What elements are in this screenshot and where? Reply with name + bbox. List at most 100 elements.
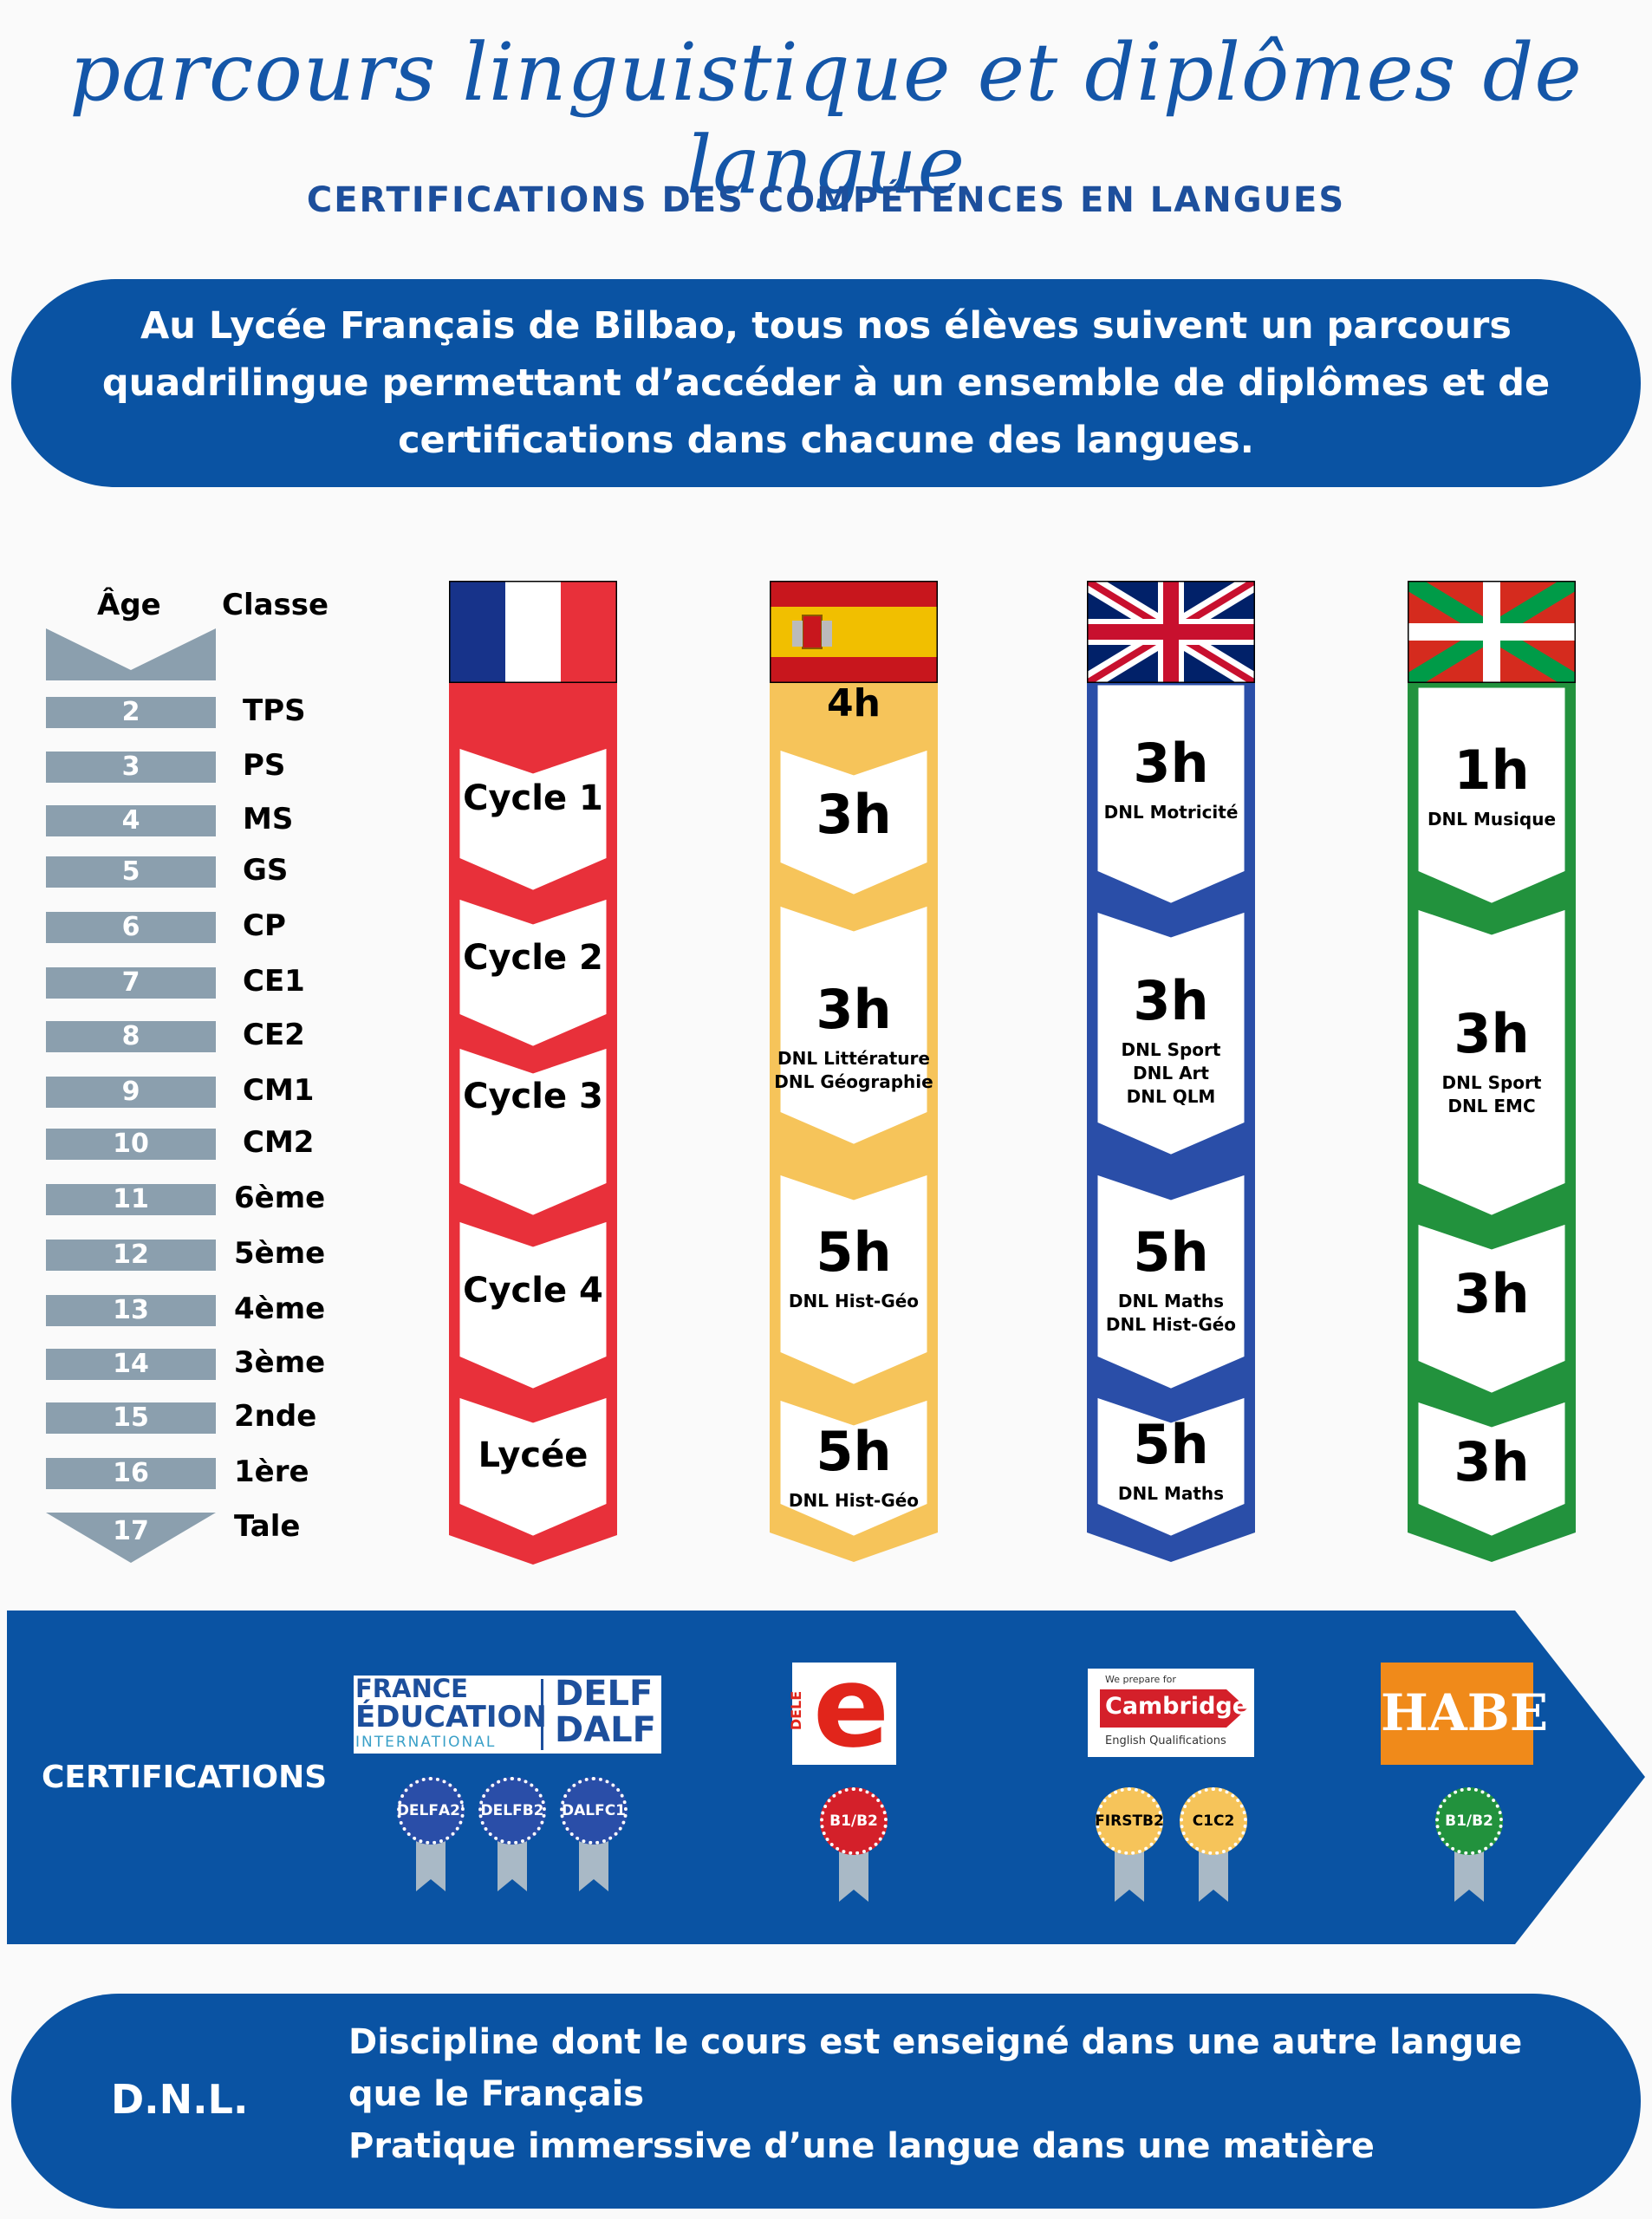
dnl-line-3: Pratique immerssive d’une langue dans un… bbox=[348, 2126, 1375, 2166]
class-cell: PS bbox=[243, 748, 286, 783]
spain-flag bbox=[770, 581, 938, 683]
dnl-title: D.N.L. bbox=[111, 2076, 249, 2123]
english-segment-hours: 5h bbox=[1133, 1413, 1209, 1476]
age-cell: 7 bbox=[46, 967, 216, 999]
dnl-line-1: Discipline dont le cours est enseigné da… bbox=[348, 2022, 1523, 2062]
dele-e-letter: e bbox=[813, 1641, 890, 1773]
english-segment-dnl: DNL Motricité bbox=[1103, 802, 1239, 823]
dnl-banner bbox=[11, 1994, 1641, 2209]
cambridge-sub: English Qualifications bbox=[1105, 1734, 1226, 1747]
english-segment-hours: 5h bbox=[1133, 1220, 1209, 1284]
page-title: parcours linguistique et diplômes de lan… bbox=[69, 26, 1583, 211]
basque-ribbon: 1h DNL Musique 3h DNL Sport DNL EMC 3h 3h bbox=[1408, 683, 1576, 1562]
medal-text: B2 bbox=[522, 1802, 544, 1819]
habe-logo: HABE bbox=[1381, 1663, 1549, 1765]
certification-medal: DELF B2 bbox=[473, 1777, 551, 1894]
spanish-segment-hours: 5h bbox=[816, 1420, 892, 1483]
class-header: Classe bbox=[222, 588, 329, 622]
spanish-segment-hours: 3h bbox=[816, 978, 892, 1041]
medal-text: DELF bbox=[396, 1802, 439, 1819]
basque-segment-hours: 3h bbox=[1454, 1002, 1530, 1065]
class-cell: CM2 bbox=[243, 1125, 315, 1160]
habe-name: HABE bbox=[1381, 1683, 1549, 1742]
english-ribbon: 3h DNL Motricité 3h DNL Sport DNL Art DNL QLM… bbox=[1087, 683, 1255, 1562]
fei-divider bbox=[541, 1679, 543, 1750]
medal-text: DELF bbox=[480, 1802, 523, 1819]
medal-ribbon-icon bbox=[1115, 1850, 1144, 1902]
fei-line2: ÉDUCATION bbox=[355, 1700, 547, 1734]
dele-vertical-text: DELE bbox=[788, 1690, 805, 1731]
spanish-ribbon: 4h 3h 3h DNL Littérature DNL Géographie 5h DNL… bbox=[770, 683, 938, 1562]
age-cell: 10 bbox=[46, 1129, 216, 1160]
dele-logo: DELE e bbox=[788, 1642, 896, 1772]
medal-text: DALF bbox=[561, 1802, 605, 1819]
spanish-segment-hours: 3h bbox=[816, 783, 892, 846]
medal-disc: B1/B2 bbox=[1435, 1787, 1503, 1855]
certification-medal: DELF A2' bbox=[392, 1777, 470, 1894]
intro-text: Au Lycée Français de Bilbao, tous nos él… bbox=[101, 304, 1551, 462]
age-cell: 5 bbox=[46, 856, 216, 888]
medal-text: B2 bbox=[1142, 1812, 1164, 1830]
age-cell: 17 bbox=[113, 1516, 149, 1546]
french-segment-label: Cycle 4 bbox=[463, 1271, 603, 1311]
class-cell: 5ème bbox=[234, 1236, 326, 1271]
age-cell: 9 bbox=[46, 1077, 216, 1108]
class-cell: CE2 bbox=[243, 1018, 305, 1052]
age-cell: 8 bbox=[46, 1021, 216, 1052]
age-cell: 16 bbox=[46, 1458, 216, 1489]
medal-text: C2 bbox=[1213, 1812, 1235, 1830]
spanish-segment-dnl: DNL Hist-Géo bbox=[788, 1291, 920, 1311]
english-segment-dnl: DNL Hist-Géo bbox=[1105, 1314, 1237, 1335]
certification-medal: B1/B2 bbox=[1430, 1787, 1508, 1904]
class-cell: 1ère bbox=[234, 1454, 309, 1489]
class-cell: TPS bbox=[243, 693, 306, 728]
delf-text: DELF bbox=[555, 1674, 654, 1714]
class-cell: 4ème bbox=[234, 1292, 326, 1326]
dalf-text: DALF bbox=[555, 1710, 656, 1750]
age-cell: 2 bbox=[46, 697, 216, 728]
basque-segment-dnl: DNL EMC bbox=[1447, 1096, 1536, 1116]
medal-ribbon-icon bbox=[1199, 1850, 1228, 1902]
medal-ribbon-icon bbox=[579, 1839, 608, 1891]
english-segment-dnl: DNL Maths bbox=[1117, 1291, 1225, 1311]
spanish-segment-dnl: DNL Littérature bbox=[777, 1048, 930, 1069]
medal-disc: DELF A2' bbox=[397, 1777, 465, 1845]
english-segment-hours: 3h bbox=[1133, 732, 1209, 795]
medal-disc: DELF B2 bbox=[478, 1777, 546, 1845]
spanish-segment-dnl: DNL Hist-Géo bbox=[788, 1490, 920, 1511]
medal-text: B1/B2 bbox=[1445, 1812, 1493, 1830]
fei-line1: FRANCE bbox=[355, 1674, 468, 1703]
medal-ribbon-icon bbox=[416, 1839, 446, 1891]
english-segment-dnl: DNL Maths bbox=[1117, 1483, 1225, 1504]
france-education-logo: FRANCE ÉDUCATION INTERNATIONAL DELF DALF bbox=[354, 1676, 661, 1754]
class-cell: 2nde bbox=[234, 1399, 317, 1434]
certification-medal: B1/B2 bbox=[815, 1787, 893, 1904]
class-cell: CE1 bbox=[243, 964, 305, 999]
age-cell: 13 bbox=[46, 1295, 216, 1326]
certification-medal: C1 C2 bbox=[1174, 1787, 1252, 1904]
medal-ribbon-icon bbox=[839, 1850, 868, 1902]
age-cell: 3 bbox=[46, 752, 216, 783]
french-segment-label: Cycle 1 bbox=[463, 778, 603, 818]
class-cell: 3ème bbox=[234, 1345, 326, 1380]
cambridge-small: We prepare for bbox=[1105, 1674, 1176, 1685]
french-ribbon: Cycle 1 Cycle 2 Cycle 3 Cycle 4 Lycée bbox=[449, 683, 617, 1565]
class-cell: CM1 bbox=[243, 1073, 315, 1108]
age-cell: 14 bbox=[46, 1349, 216, 1380]
class-cell: 6ème bbox=[234, 1181, 326, 1215]
french-segment-label: Lycée bbox=[478, 1435, 589, 1475]
intro-banner: Au Lycée Français de Bilbao, tous nos él… bbox=[11, 279, 1641, 487]
age-cell: 6 bbox=[46, 912, 216, 943]
medal-text: B1/B2 bbox=[829, 1812, 878, 1830]
cambridge-name: Cambridge bbox=[1105, 1693, 1249, 1720]
medal-disc: B1/B2 bbox=[820, 1787, 888, 1855]
basque-segment-dnl: DNL Musique bbox=[1427, 809, 1557, 830]
uk-flag bbox=[1087, 581, 1255, 683]
medal-ribbon-icon bbox=[498, 1839, 527, 1891]
french-segment-label: Cycle 3 bbox=[463, 1077, 603, 1116]
certification-medal: FIRST B2 bbox=[1090, 1787, 1168, 1904]
basque-segment-hours: 1h bbox=[1454, 739, 1530, 802]
medal-text: A2' bbox=[438, 1802, 465, 1819]
france-flag bbox=[449, 581, 617, 683]
age-cell: 4 bbox=[46, 805, 216, 836]
